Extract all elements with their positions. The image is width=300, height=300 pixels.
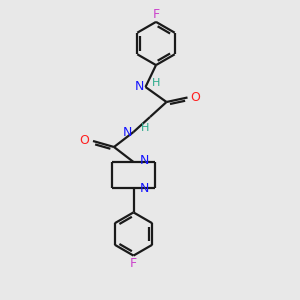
Text: O: O bbox=[190, 91, 200, 104]
Text: H: H bbox=[141, 123, 149, 134]
Text: N: N bbox=[140, 154, 149, 167]
Text: N: N bbox=[123, 125, 132, 139]
Text: O: O bbox=[80, 134, 89, 148]
Text: F: F bbox=[130, 256, 137, 270]
Text: N: N bbox=[135, 80, 144, 94]
Text: N: N bbox=[140, 182, 149, 196]
Text: H: H bbox=[152, 78, 160, 88]
Text: F: F bbox=[152, 8, 160, 21]
